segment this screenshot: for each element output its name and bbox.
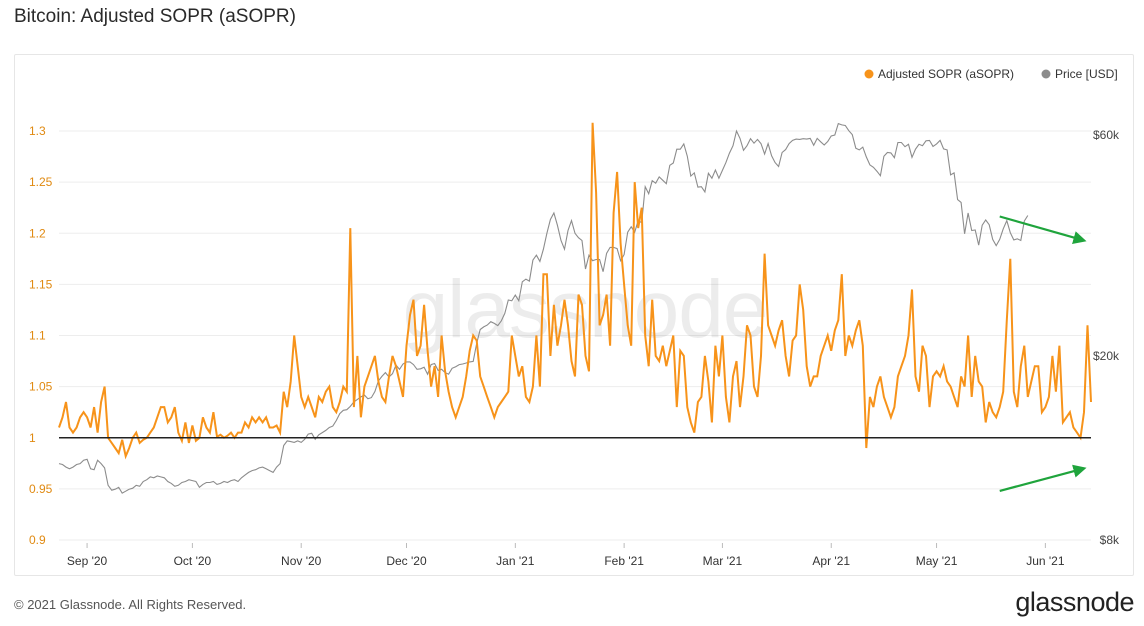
brand-logo-text: glassnode bbox=[1015, 587, 1134, 617]
y-left-tick-label-0: 0.9 bbox=[29, 533, 46, 547]
annotation-arrow-0 bbox=[999, 215, 1087, 244]
legend: Adjusted SOPR (aSOPR) Price [USD] bbox=[864, 67, 1118, 81]
legend-label-asopr: Adjusted SOPR (aSOPR) bbox=[878, 67, 1014, 81]
chart-title: Bitcoin: Adjusted SOPR (aSOPR) bbox=[14, 6, 296, 27]
x-tick-label-0: Sep '20 bbox=[67, 554, 108, 568]
y-right-tick-label-2: $60k bbox=[1093, 128, 1120, 142]
x-tick-label-4: Jan '21 bbox=[496, 554, 535, 568]
y-left-tick-label-5: 1.15 bbox=[29, 277, 53, 291]
legend-dot-price bbox=[1041, 69, 1051, 79]
y-left-tick-label-8: 1.3 bbox=[29, 124, 46, 138]
chart-svg: glassnode 0.9 0.95 1 1.05 1.1 1.15 1.2 1.25 1.3 $8… bbox=[29, 67, 1120, 568]
copyright-text: © 2021 Glassnode. All Rights Reserved. bbox=[14, 597, 247, 612]
x-tick-label-5: Feb '21 bbox=[604, 554, 644, 568]
y-left-tick-label-3: 1.05 bbox=[29, 380, 53, 394]
annotation-arrow-1 bbox=[999, 464, 1087, 492]
x-tick-label-8: May '21 bbox=[916, 554, 958, 568]
y-right-tick-label-1: $20k bbox=[1093, 349, 1120, 363]
y-right-tick-label-0: $8k bbox=[1100, 533, 1120, 547]
legend-dot-asopr bbox=[864, 69, 874, 79]
x-tick-label-9: Jun '21 bbox=[1026, 554, 1065, 568]
x-tick-label-1: Oct '20 bbox=[174, 554, 212, 568]
y-left-tick-label-1: 0.95 bbox=[29, 482, 53, 496]
legend-label-price: Price [USD] bbox=[1055, 67, 1118, 81]
y-left-tick-label-6: 1.2 bbox=[29, 226, 46, 240]
x-tick-label-6: Mar '21 bbox=[703, 554, 743, 568]
y-left-tick-label-4: 1.1 bbox=[29, 329, 46, 343]
x-tick-label-3: Dec '20 bbox=[386, 554, 427, 568]
series-line-price bbox=[58, 122, 1029, 494]
y-left-tick-label-7: 1.25 bbox=[29, 175, 53, 189]
y-left-tick-label-2: 1 bbox=[29, 431, 36, 445]
chart-frame: glassnode 0.9 0.95 1 1.05 1.1 1.15 1.2 1.25 1.3 $8… bbox=[14, 54, 1134, 576]
watermark-text: glassnode bbox=[403, 264, 768, 355]
series-line-asopr bbox=[58, 122, 1092, 460]
x-tick-label-2: Nov '20 bbox=[281, 554, 322, 568]
x-tick-label-7: Apr '21 bbox=[812, 554, 850, 568]
